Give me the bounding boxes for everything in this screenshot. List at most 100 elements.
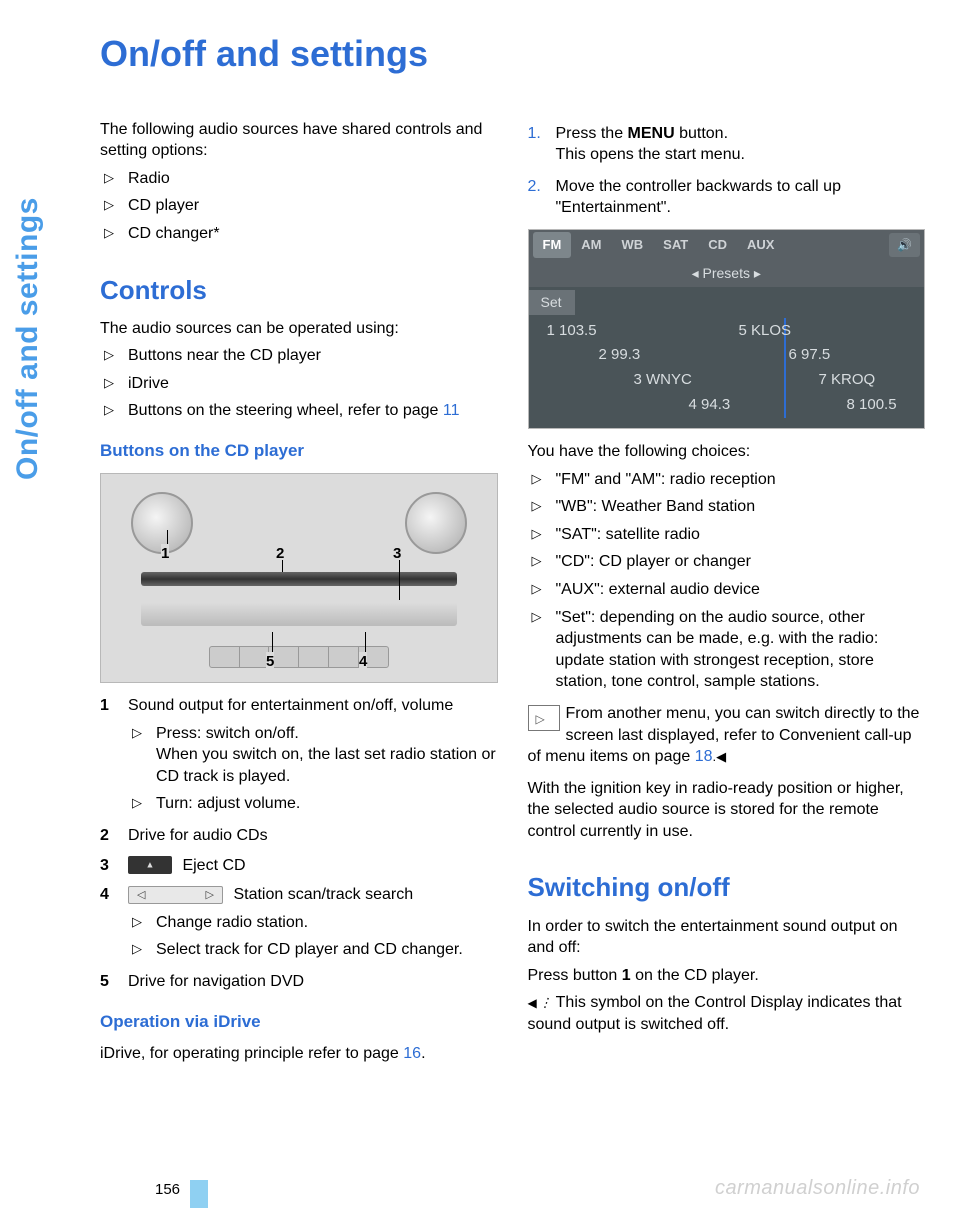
station: 4 94.3 [689, 395, 731, 415]
choices-intro: You have the following choices: [528, 441, 926, 463]
intro-text: The following audio sources have shared … [100, 119, 498, 162]
legend-item: 4 Station scan/track search Change radio… [100, 884, 498, 961]
list-text: Buttons on the steering wheel, refer to … [128, 402, 443, 419]
page-ref: 11 [443, 402, 460, 419]
bold: 1 [622, 967, 631, 984]
callout-2: 2 [276, 544, 284, 564]
page-title: On/off and settings [100, 30, 925, 79]
legend-text: Drive for navigation DVD [128, 973, 304, 990]
step-text: Press the [556, 125, 628, 142]
speaker-icon: 🔊 [889, 233, 920, 257]
callout-5: 5 [266, 652, 274, 672]
legend-num: 1 [100, 695, 122, 717]
tab-am: AM [571, 232, 611, 258]
step-num: 2. [528, 176, 541, 198]
right-column: 1. Press the MENU button. This opens the… [528, 119, 926, 1071]
list-item: Press: switch on/off. When you switch on… [128, 723, 498, 788]
mute-icon [528, 995, 548, 1011]
text: This symbol on the Control Display indic… [528, 994, 902, 1033]
idrive-heading: Operation via iDrive [100, 1011, 498, 1034]
callout-1: 1 [161, 544, 169, 564]
step-text: Move the controller backwards to call up… [556, 178, 841, 217]
callout-3: 3 [393, 544, 401, 564]
tab-cd: CD [698, 232, 737, 258]
controls-list: Buttons near the CD player iDrive Button… [100, 345, 498, 422]
list-item: "SAT": satellite radio [528, 524, 926, 546]
legend-item: 5 Drive for navigation DVD [100, 971, 498, 993]
lead-line [399, 560, 400, 600]
station: 8 100.5 [847, 395, 897, 415]
legend-num: 4 [100, 884, 122, 906]
legend-text: Drive for audio CDs [128, 827, 268, 844]
menu-bold: MENU [628, 125, 675, 142]
tab-sat: SAT [653, 232, 698, 258]
page-ref: 18 [695, 748, 713, 765]
lead-line [365, 632, 366, 652]
step-text: This opens the start menu. [556, 146, 745, 163]
list-item: Buttons near the CD player [100, 345, 498, 367]
legend-text: Sound output for entertainment on/off, v… [128, 697, 453, 714]
ignition-text: With the ignition key in radio-ready pos… [528, 778, 926, 843]
cd-slot-icon [141, 572, 457, 586]
legend-text: Eject CD [182, 857, 245, 874]
left-column: The following audio sources have shared … [100, 119, 498, 1071]
page-number: 156 [155, 1180, 180, 1200]
stations-area: 1 103.5 2 99.3 3 WNYC 4 94.3 5 KLOS 6 97… [529, 315, 925, 425]
callout-4: 4 [359, 652, 367, 672]
set-label: Set [529, 290, 575, 315]
page-mark [190, 1180, 208, 1208]
list-item: "CD": CD player or changer [528, 551, 926, 573]
switch-p2: Press button 1 on the CD player. [528, 965, 926, 987]
cd-player-figure: 1 2 3 4 5 [100, 473, 498, 683]
step-num: 1. [528, 123, 541, 145]
display-tabs: FM AM WB SAT CD AUX 🔊 [529, 230, 925, 260]
list-item: CD player [100, 195, 498, 217]
list-text: When you switch on, the last set radio s… [156, 746, 496, 785]
text: Press button [528, 967, 622, 984]
legend-item: 1 Sound output for entertainment on/off,… [100, 695, 498, 815]
legend-num: 3 [100, 855, 122, 877]
tab-fm: FM [533, 232, 572, 258]
list-item: "AUX": external audio device [528, 579, 926, 601]
tab-aux: AUX [737, 232, 784, 258]
legend-list: 1 Sound output for entertainment on/off,… [100, 695, 498, 993]
note-icon [528, 705, 560, 731]
display-figure: FM AM WB SAT CD AUX 🔊 ◂ Presets ▸ Set 1 … [528, 229, 926, 429]
source-list: Radio CD player CD changer* [100, 168, 498, 245]
legend-item: 2 Drive for audio CDs [100, 825, 498, 847]
legend-item: 3 Eject CD [100, 855, 498, 877]
choices-list: "FM" and "AM": radio reception "WB": Wea… [528, 469, 926, 693]
step-list: 1. Press the MENU button. This opens the… [528, 123, 926, 219]
page-content: On/off and settings The following audio … [100, 30, 925, 1071]
list-item: Radio [100, 168, 498, 190]
switch-p1: In order to switch the entertainment sou… [528, 916, 926, 959]
legend-num: 5 [100, 971, 122, 993]
lead-line [272, 632, 273, 652]
note-end: .◀ [713, 749, 727, 764]
legend-num: 2 [100, 825, 122, 847]
station: 3 WNYC [634, 370, 692, 390]
text: . [421, 1045, 425, 1062]
dvd-slot-icon [141, 602, 457, 626]
switch-p3: This symbol on the Control Display indic… [528, 992, 926, 1035]
scan-icon [128, 886, 223, 904]
text: on the CD player. [631, 967, 759, 984]
controls-heading: Controls [100, 273, 498, 308]
legend-text: Station scan/track search [233, 886, 413, 903]
step-item: 2. Move the controller backwards to call… [528, 176, 926, 219]
station: 2 99.3 [599, 345, 641, 365]
step-item: 1. Press the MENU button. This opens the… [528, 123, 926, 166]
presets-bar: ◂ Presets ▸ [529, 260, 925, 287]
station: 1 103.5 [547, 321, 597, 341]
side-tab: On/off and settings [8, 30, 50, 480]
list-text: Press: switch on/off. [156, 725, 299, 742]
list-item: CD changer* [100, 223, 498, 245]
list-item: Select track for CD player and CD change… [128, 939, 498, 961]
text: iDrive, for operating principle refer to… [100, 1045, 403, 1062]
step-text: button. [675, 125, 728, 142]
knob-icon [405, 492, 467, 554]
list-item: Turn: adjust volume. [128, 793, 498, 815]
page-ref: 16 [403, 1045, 421, 1062]
watermark: carmanualsonline.info [715, 1175, 920, 1202]
list-item: "FM" and "AM": radio reception [528, 469, 926, 491]
